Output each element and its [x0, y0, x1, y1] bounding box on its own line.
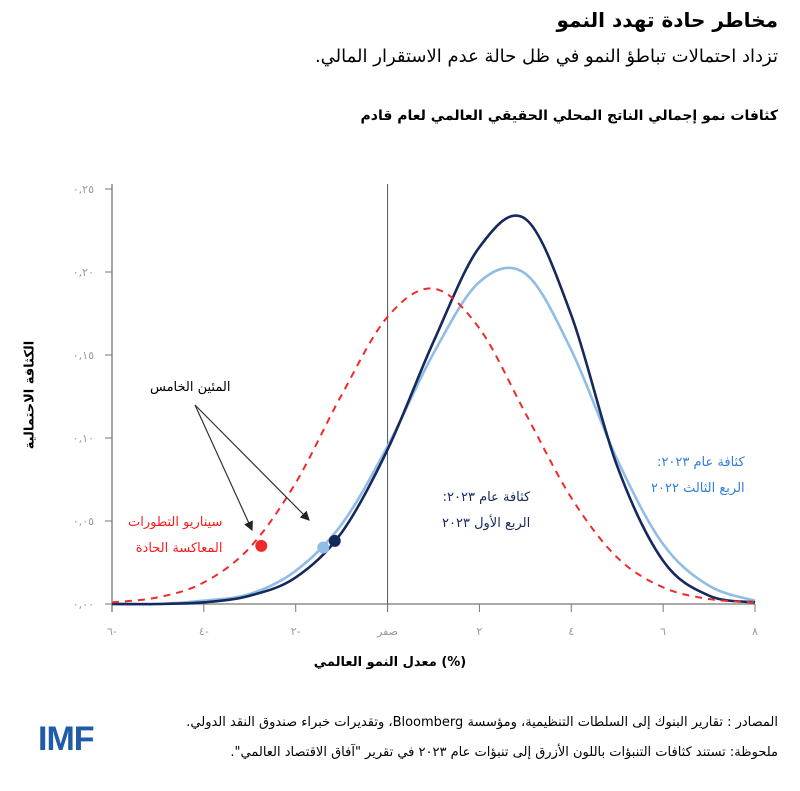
series-curve-2	[111, 287, 756, 604]
y-axis-label: الكثافة الاحتمالية	[22, 340, 38, 450]
fifth-percentile-arrows	[194, 404, 310, 532]
x-tick-label: ٦	[660, 625, 666, 638]
y-tick-label: ٠,١٠	[73, 432, 94, 445]
arrow-to-severe-marker	[194, 404, 253, 532]
q1-label-line1: كثافة عام ٢٠٢٣:	[442, 490, 531, 505]
x-tick-label: ٤	[568, 625, 574, 638]
y-tick-label: ٠,٠٥	[73, 515, 94, 528]
x-tick-label: ٨	[752, 625, 758, 638]
arrow-to-baseline-marker	[194, 404, 310, 521]
fifth-percentile-marker-0	[317, 541, 330, 554]
note-text: ملحوظة: تستند كثافات التنبؤات باللون الأ…	[230, 745, 778, 760]
page-title: مخاطر حادة تهدد النمو	[556, 8, 778, 32]
y-tick-label: ٠,١٥	[73, 349, 94, 362]
annotation-q3-2022: كثافة عام ٢٠٢٣: الربع الثالث ٢٠٢٢	[651, 450, 745, 502]
x-tick-label: ٤-	[199, 625, 209, 638]
footer-notes: المصادر : تقارير البنوك إلى السلطات التن…	[186, 708, 778, 768]
y-tick-label: ٠,٢٠	[73, 266, 94, 279]
x-tick-label: ٢	[476, 625, 482, 638]
x-tick-label: ٦-	[107, 625, 117, 638]
chart-title: كثافات نمو إجمالي الناتج المحلي الحقيقي …	[360, 108, 779, 124]
page-subtitle: تزداد احتمالات تباطؤ النمو في ظل حالة عد…	[314, 46, 778, 67]
annotation-severe-scenario: سيناريو التطورات المعاكسة الحادة	[128, 510, 222, 562]
y-tick-label: ٠,٠٠	[73, 598, 94, 611]
source-text: المصادر : تقارير البنوك إلى السلطات التن…	[186, 715, 778, 730]
q1-label-line2: الربع الأول ٢٠٢٣	[442, 516, 531, 531]
q3-label-line1: كثافة عام ٢٠٢٣:	[657, 455, 745, 470]
annotation-fifth-percentile: المئين الخامس	[150, 380, 231, 395]
x-axis-label: معدل النمو العالمي (%)	[313, 655, 467, 670]
x-tick-label: ٢-	[291, 625, 301, 638]
annotation-q1-2023: كثافة عام ٢٠٢٣: الربع الأول ٢٠٢٣	[442, 485, 530, 537]
severe-label-line2: المعاكسة الحادة	[135, 541, 223, 556]
y-tick-label: ٠,٢٥	[73, 183, 94, 196]
imf-logo: IMF	[38, 720, 95, 758]
x-tick-label: صفر	[376, 625, 398, 638]
fifth-percentile-marker-1	[328, 534, 341, 547]
series-curve-1	[111, 214, 756, 606]
severe-label-line1: سيناريو التطورات	[128, 515, 223, 530]
q3-label-line2: الربع الثالث ٢٠٢٢	[651, 481, 745, 496]
fifth-percentile-marker-2	[255, 539, 268, 552]
density-chart: ٠,٠٠ ٠,٠٥ ٠,١٠ ٠,١٥ ٠,٢٠ ٠,٢٥ ٦- ٤- ٢- صفر ٢ ٤ ٦ ٨	[73, 183, 758, 638]
